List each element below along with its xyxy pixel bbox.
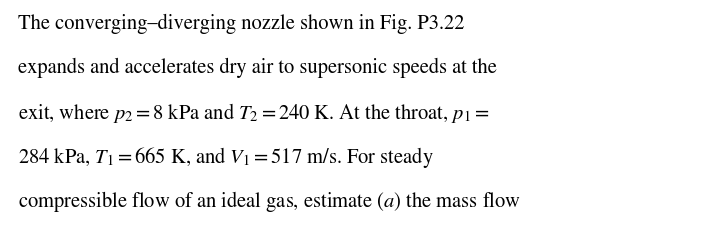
Text: exit, where $p_2 = 8$ kPa and $T_2 = 240$ K. At the throat, $p_1 =$: exit, where $p_2 = 8$ kPa and $T_2 = 240…: [18, 101, 489, 125]
Text: The converging–diverging nozzle shown in Fig. P3.22: The converging–diverging nozzle shown in…: [18, 14, 465, 34]
Text: expands and accelerates dry air to supersonic speeds at the: expands and accelerates dry air to super…: [18, 58, 497, 78]
Text: 284 kPa, $T_1 = 665$ K, and $V_1 = 517$ m/s. For steady: 284 kPa, $T_1 = 665$ K, and $V_1 = 517$ …: [18, 145, 434, 170]
Text: in kg/h, $(b)$ the velocity $V_2$, and $(c)$ the Mach number Ma$_2$.: in kg/h, $(b)$ the velocity $V_2$, and $…: [18, 233, 501, 235]
Text: compressible flow of an ideal gas, estimate $(a)$ the mass flow: compressible flow of an ideal gas, estim…: [18, 189, 521, 214]
